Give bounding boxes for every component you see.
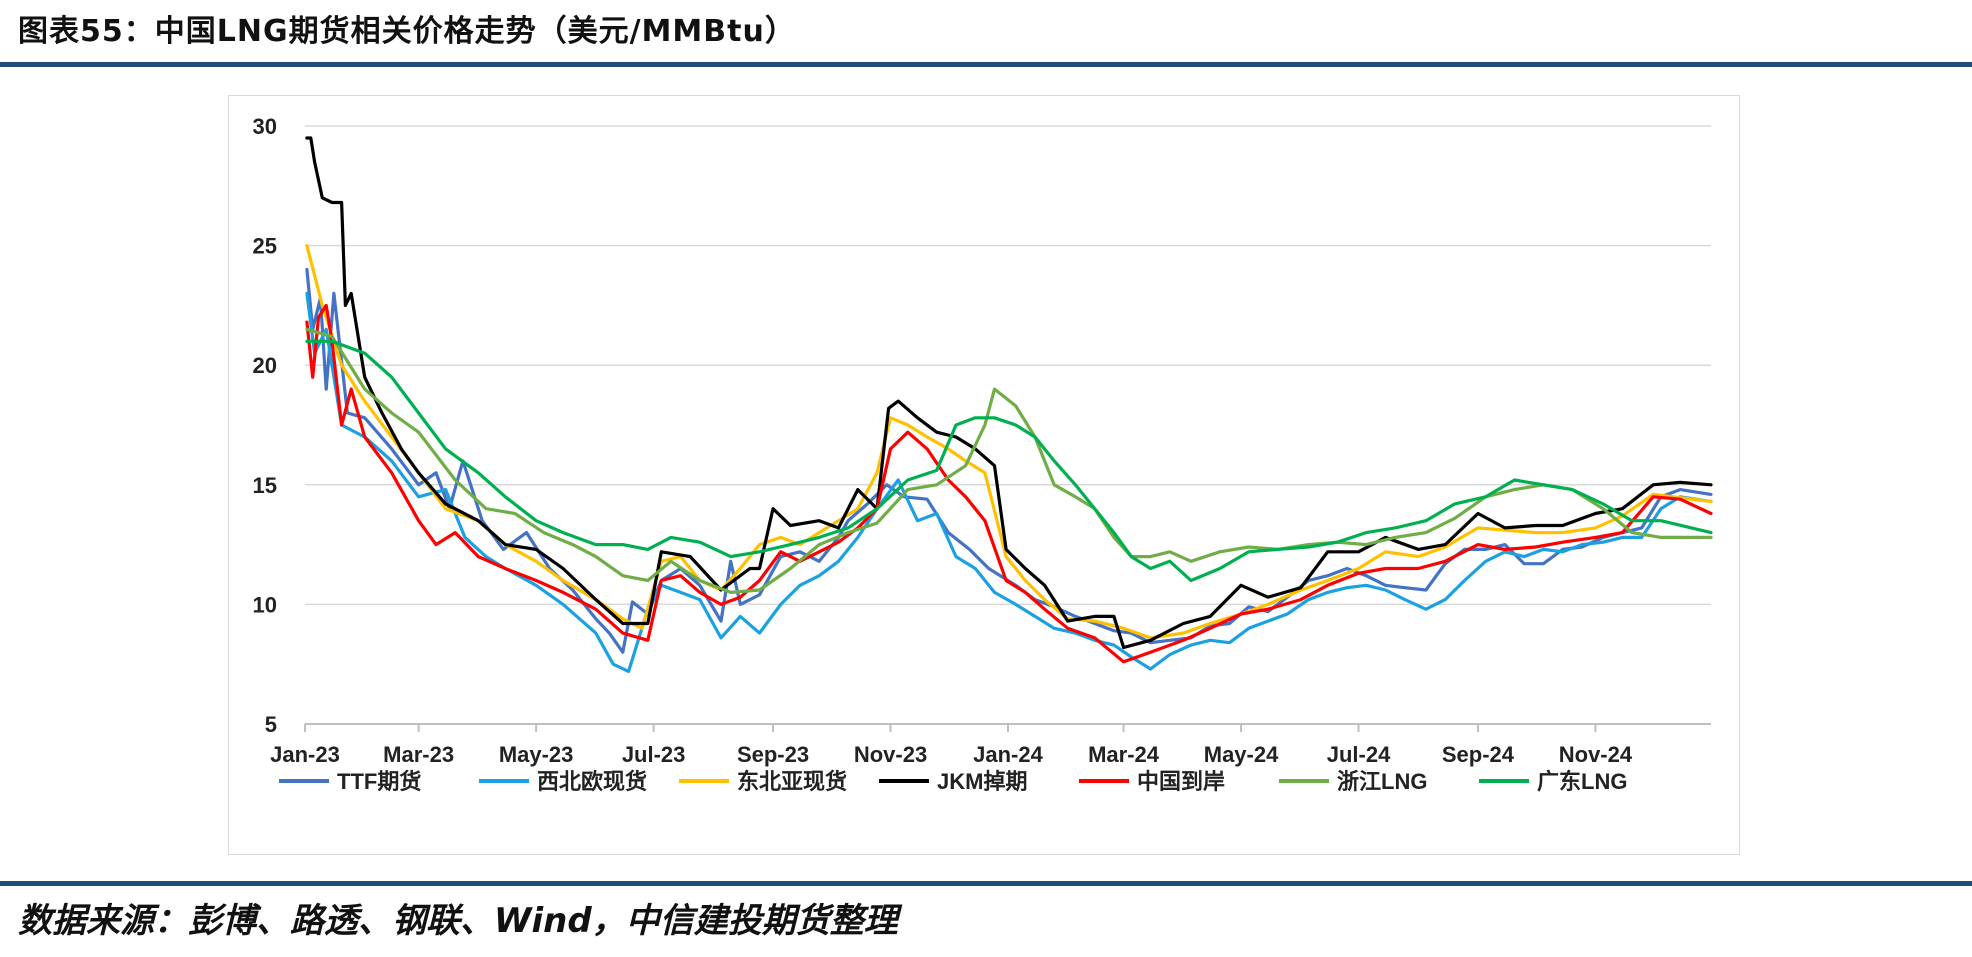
- y-tick-label: 30: [253, 114, 277, 139]
- bottom-divider: [0, 881, 1972, 886]
- x-tick-label: Sep-24: [1442, 742, 1515, 767]
- y-axis: 5 10 15 20 25 30: [253, 114, 277, 737]
- x-tick-label: Mar-24: [1088, 742, 1160, 767]
- x-tick-label: Jul-24: [1327, 742, 1391, 767]
- y-tick-label: 5: [265, 712, 277, 737]
- x-tick-label: Jul-23: [622, 742, 686, 767]
- x-tick-label: Nov-24: [1559, 742, 1633, 767]
- series-lines: [305, 136, 1713, 674]
- series-line-5: [305, 303, 1713, 664]
- series-line-7: [305, 339, 1713, 583]
- legend-label: 浙江LNG: [1337, 769, 1427, 794]
- legend-label: 东北亚现货: [737, 769, 847, 794]
- legend-label: TTF期货: [337, 769, 421, 794]
- series-line-3: [305, 244, 1713, 640]
- top-divider: [0, 62, 1972, 67]
- y-tick-label: 20: [253, 353, 277, 378]
- series-line-2: [305, 291, 1713, 674]
- chart-frame: 5 10 15 20 25 30 Jan-23 Mar-23 May-23 Jul-23 Sep-…: [228, 95, 1740, 855]
- x-tick-label: Jan-24: [973, 742, 1043, 767]
- page-title: 图表55：中国LNG期货相关价格走势（美元/MMBtu）: [18, 14, 796, 49]
- series-line-6: [305, 327, 1713, 594]
- legend-label: 广东LNG: [1537, 769, 1627, 794]
- series-line-1: [305, 267, 1713, 654]
- x-tick-label: May-24: [1204, 742, 1279, 767]
- legend-label: 西北欧现货: [537, 769, 647, 794]
- x-tick-label: Sep-23: [737, 742, 809, 767]
- legend-label: 中国到岸: [1137, 769, 1225, 794]
- y-tick-label: 10: [253, 592, 277, 617]
- x-tick-label: Jan-23: [270, 742, 340, 767]
- x-tick-label: Nov-23: [854, 742, 927, 767]
- x-tick-label: May-23: [499, 742, 574, 767]
- y-tick-label: 15: [253, 473, 277, 498]
- legend-label: JKM掉期: [937, 769, 1027, 794]
- line-chart: 5 10 15 20 25 30 Jan-23 Mar-23 May-23 Jul-23 Sep-…: [253, 114, 1713, 794]
- legend: TTF期货 西北欧现货 东北亚现货 JKM掉期 中国到岸 浙江LNG 广东LNG: [279, 769, 1627, 794]
- x-tick-label: Mar-23: [383, 742, 454, 767]
- source-note: 数据来源：彭博、路透、钢联、Wind，中信建投期货整理: [18, 901, 898, 941]
- y-tick-label: 25: [253, 234, 277, 259]
- x-axis: Jan-23 Mar-23 May-23 Jul-23 Sep-23 Nov-23 Jan-…: [270, 723, 1711, 767]
- grid-lines: [305, 125, 1711, 725]
- series-line-4: [305, 136, 1713, 650]
